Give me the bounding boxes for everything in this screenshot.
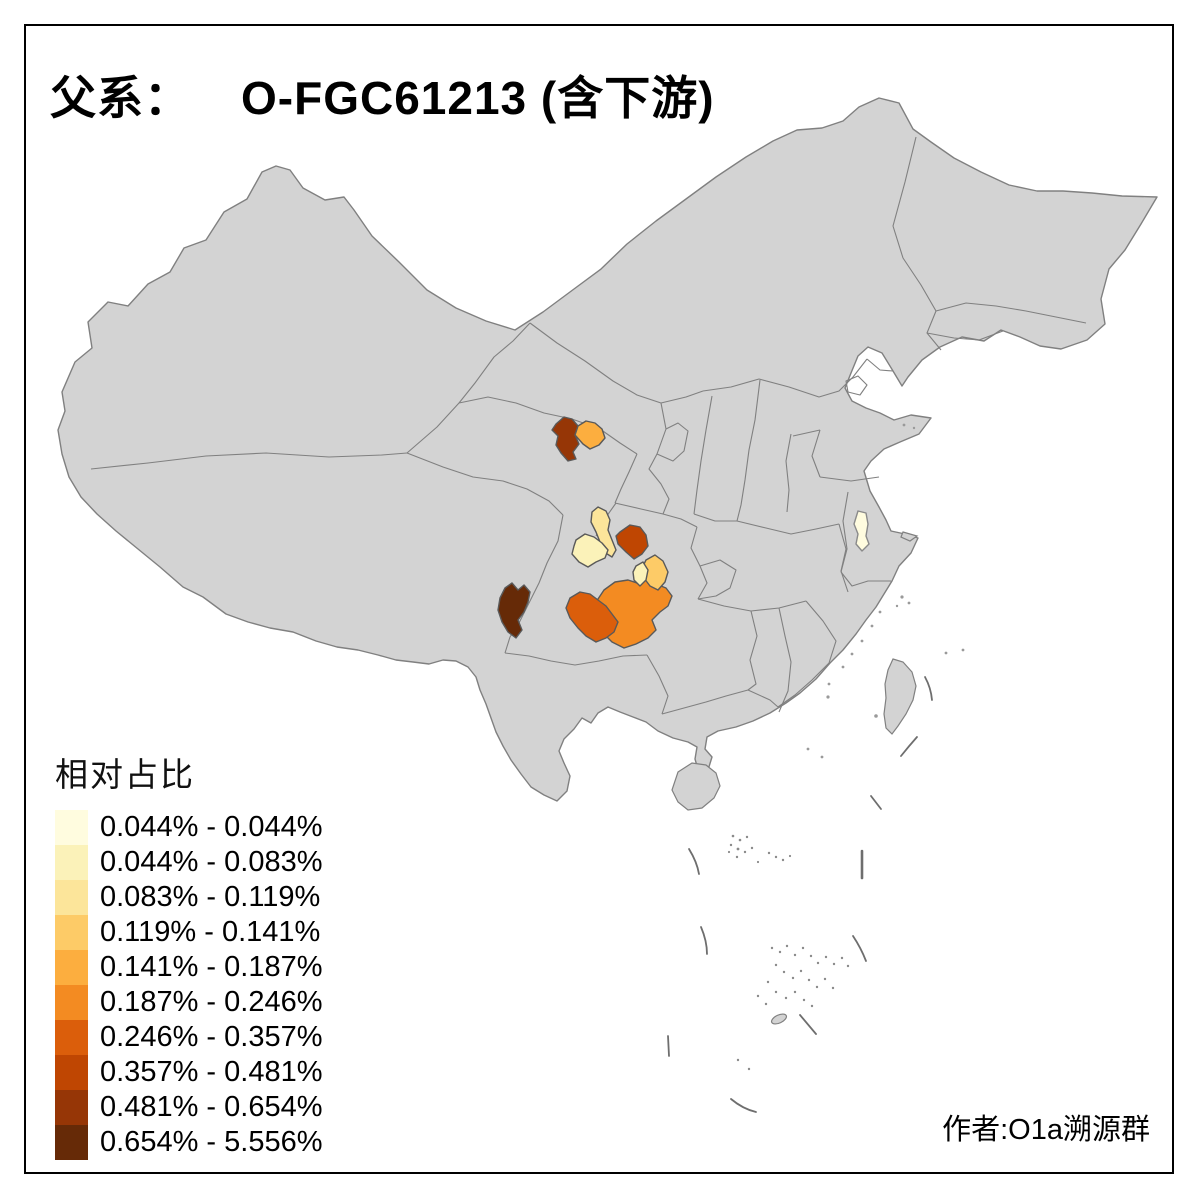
region-north-sichuan-strip [590, 506, 617, 558]
map-title: 父系： O-FGC61213 (含下游) [50, 62, 715, 128]
islands [671, 531, 919, 1025]
xisha-islands [727, 834, 792, 864]
legend-item: 0.654% - 5.556% [55, 1125, 322, 1160]
taiwan-island [883, 658, 917, 735]
china-mainland [57, 97, 1158, 802]
legend-label: 0.141% - 0.187% [100, 951, 323, 983]
choropleth-regions [497, 416, 870, 649]
nansha-islands [736, 944, 850, 1071]
nansha-islet [770, 1013, 788, 1025]
legend-swatch [55, 915, 88, 950]
legend-swatch [55, 1020, 88, 1055]
chongming-island [900, 531, 919, 542]
region-jiangsu-anhui-palest [853, 510, 870, 552]
legend-item: 0.357% - 0.481% [55, 1055, 322, 1090]
coastal-islets [806, 423, 965, 759]
legend-label: 0.357% - 0.481% [100, 1056, 323, 1088]
legend-item: 0.044% - 0.044% [55, 810, 322, 845]
region-liangshan-dark-orange [565, 591, 619, 643]
legend-label: 0.246% - 0.357% [100, 1021, 323, 1053]
legend-swatch [55, 985, 88, 1020]
legend-label: 0.481% - 0.654% [100, 1091, 323, 1123]
legend: 相对占比 0.044% - 0.044% 0.044% - 0.083% 0.0… [55, 748, 322, 1160]
legend-label: 0.083% - 0.119% [100, 881, 321, 913]
legend-item: 0.187% - 0.246% [55, 985, 322, 1020]
legend-item: 0.481% - 0.654% [55, 1090, 322, 1125]
region-west-sichuan-pale [571, 533, 609, 568]
legend-label: 0.044% - 0.083% [100, 846, 323, 878]
plot-frame [24, 24, 1174, 1174]
legend-title: 相对占比 [55, 756, 195, 793]
legend-label: 0.187% - 0.246% [100, 986, 323, 1018]
legend-swatch [55, 1090, 88, 1125]
region-qinghai-east-orange [574, 420, 606, 450]
region-qinghai-east-dark [551, 416, 580, 462]
legend-swatch [55, 950, 88, 985]
legend-label: 0.119% - 0.141% [100, 916, 321, 948]
legend-label: 0.654% - 5.556% [100, 1126, 323, 1158]
legend-item: 0.119% - 0.141% [55, 915, 322, 950]
nine-dash-line-segments [667, 676, 933, 1113]
legend-label: 0.044% - 0.044% [100, 811, 323, 843]
legend-item: 0.083% - 0.119% [55, 880, 322, 915]
region-northwest-yunnan-darkest [497, 582, 531, 639]
region-north-sichuan-darkred [615, 524, 649, 560]
attribution-text: 作者:O1a溯源群 [942, 1114, 1150, 1146]
legend-item: 0.141% - 0.187% [55, 950, 322, 985]
legend-item: 0.246% - 0.357% [55, 1020, 322, 1055]
legend-swatch [55, 880, 88, 915]
legend-swatch [55, 1125, 88, 1160]
title-prefix: 父系： [50, 72, 191, 124]
legend-swatch [55, 810, 88, 845]
province-borders [90, 136, 1087, 715]
region-chengdu-pale [632, 561, 649, 587]
hainan-island [671, 762, 721, 811]
legend-swatch [55, 845, 88, 880]
legend-swatch [55, 1055, 88, 1090]
title-main: O-FGC61213 (含下游) [241, 72, 715, 124]
legend-item: 0.044% - 0.083% [55, 845, 322, 880]
